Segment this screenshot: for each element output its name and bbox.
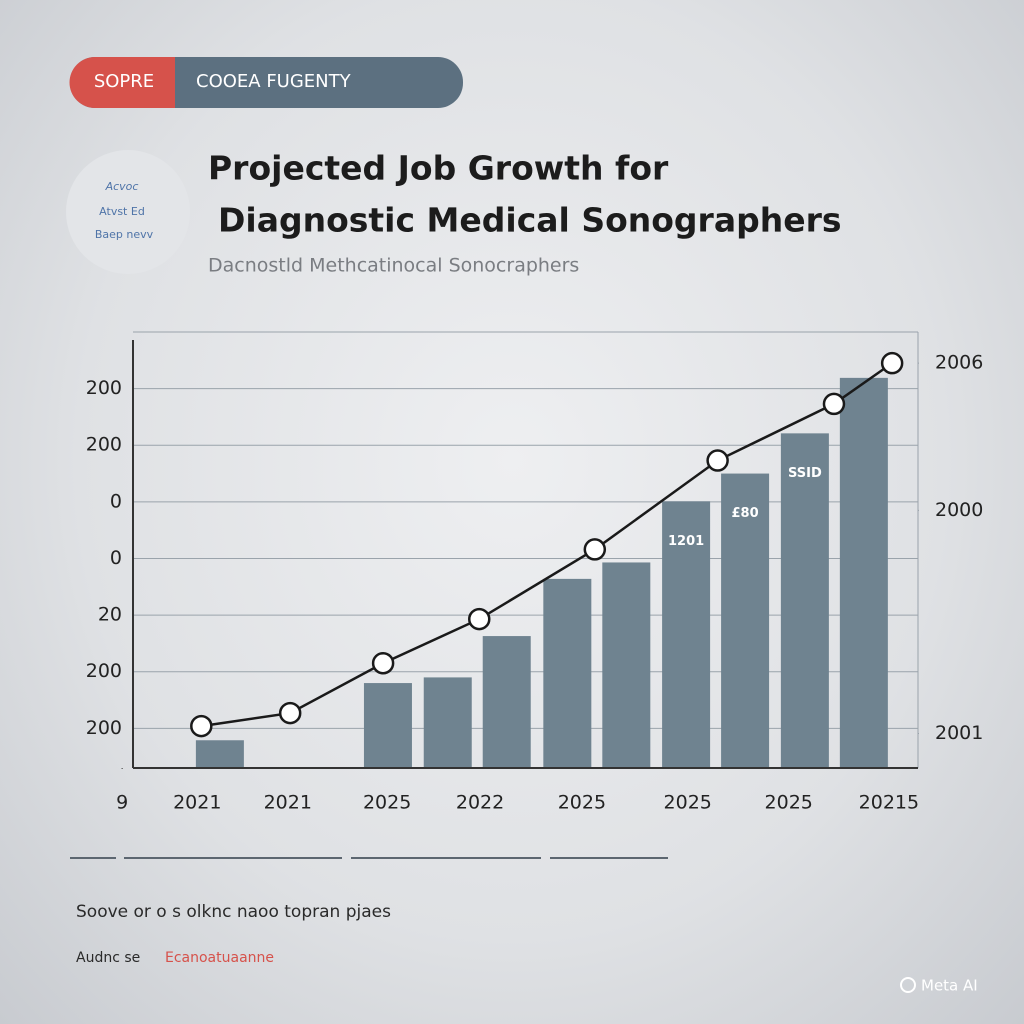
y2-tick-label: 2000: [935, 499, 983, 521]
line-point: [468, 607, 491, 631]
y-tick-label: 200: [86, 434, 122, 456]
bar: [423, 677, 472, 768]
bar: [662, 501, 711, 768]
line-point: [278, 701, 302, 725]
line-point: [880, 351, 904, 375]
bar: [839, 377, 888, 768]
chart-title: Projected Job Growth for: [208, 149, 669, 188]
badge: [66, 150, 190, 274]
footer-source: Soove or o s olknc naoo topran pjaes: [76, 902, 391, 922]
x-tick-label: 9: [116, 792, 128, 814]
y-tick-label: 200: [86, 660, 122, 682]
header-tag-bg: [69, 57, 175, 108]
line-point: [822, 392, 846, 416]
x-tick-label: 2025: [558, 792, 606, 814]
header-label: COOEA FUGENTY: [196, 71, 352, 92]
x-tick-label: 2025: [765, 792, 813, 814]
watermark-icon: [900, 977, 916, 993]
watermark: Meta AI: [921, 977, 978, 995]
y2-tick-label: 2006: [935, 352, 983, 374]
footer-link: Ecanoatuaanne: [165, 950, 274, 966]
badge-line: Atvst Ed: [99, 205, 145, 218]
y-tick-label: 20: [98, 604, 122, 626]
badge-line: Acvoc: [105, 180, 139, 193]
y-tick-label: 0: [110, 547, 122, 569]
line-point: [190, 714, 213, 738]
x-tick-label: 2022: [456, 792, 504, 814]
line: [201, 362, 893, 728]
x-tick-label: 2021: [173, 792, 221, 814]
y2-tick-label: 2001: [935, 722, 983, 744]
x-tick-label: 2021: [264, 792, 312, 814]
badge-line: Baep nevv: [95, 228, 154, 241]
bar-annotation: SSID: [788, 466, 822, 481]
line-point: [706, 449, 729, 472]
bar: [363, 683, 412, 768]
bar: [780, 433, 829, 768]
x-tick-label: 20215: [859, 792, 919, 814]
y-tick-label: 200: [86, 377, 122, 399]
bar-annotation: £80: [732, 506, 759, 521]
chart-title: Diagnostic Medical Sonographers: [218, 201, 842, 240]
line-point: [371, 651, 395, 675]
bar-annotation: 1201: [668, 534, 704, 549]
y-tick-label: 0: [110, 490, 122, 512]
y-tick-label: 200: [86, 717, 122, 739]
bar: [602, 562, 651, 768]
footer-note: Audnc se: [76, 950, 140, 966]
x-tick-label: 2025: [363, 792, 411, 814]
bar: [543, 578, 592, 768]
bar: [195, 740, 244, 768]
x-tick-label: 2025: [664, 792, 712, 814]
line-point: [583, 538, 607, 561]
header-tag: SOPRE: [94, 71, 154, 92]
bar: [721, 473, 770, 768]
chart-subtitle: Dacnostld Methcatinocal Sonocraphers: [208, 255, 579, 277]
bar: [482, 636, 531, 768]
